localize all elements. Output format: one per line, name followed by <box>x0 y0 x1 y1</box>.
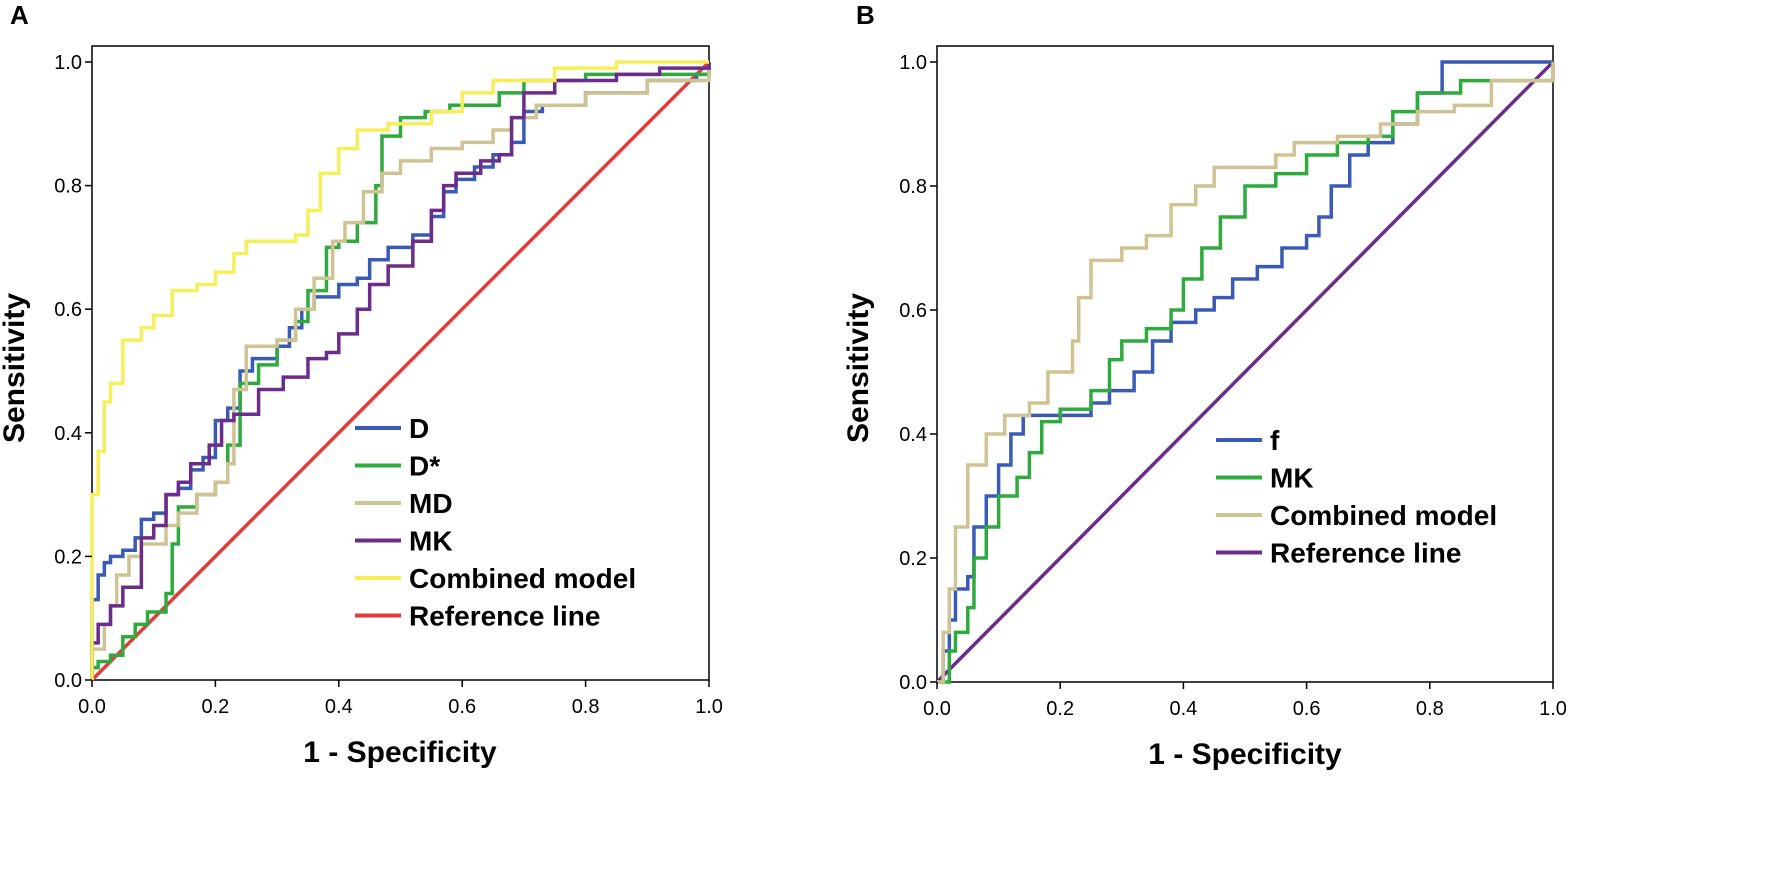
panel-a-y-tick-label: 1.0 <box>54 52 82 74</box>
panel-b-label: B <box>856 0 875 30</box>
panel-a-plot-frame <box>91 45 710 681</box>
panel-b: B 0.0 0.2 0.4 0.6 0.8 1.0 0.0 0.2 0.4 0.6 0.8 1.0 1… <box>842 0 1567 771</box>
panel-b-series <box>935 60 1555 684</box>
panel-a-y-tick-label: 0.4 <box>54 423 82 445</box>
panel-a-y-tick-label: 0.8 <box>54 176 82 198</box>
panel-a-y-tick-label: 0.2 <box>54 546 82 568</box>
panel-a-y-tick-label: 0.0 <box>54 670 82 692</box>
panel-a-label: A <box>10 0 29 30</box>
panel-a-y-tick-label: 0.6 <box>54 299 82 321</box>
panel-b-y-tick-label: 0.0 <box>899 672 927 694</box>
panel-b-x-tick-label: 0.0 <box>923 698 951 720</box>
panel-a-legend-label-reference-line: Reference line <box>409 601 600 632</box>
panel-b-legend-label-combined-model: Combined model <box>1270 500 1497 531</box>
panel-a-x-tick-label: 0.0 <box>78 696 106 718</box>
panel-a-x-axis-title: 1 - Specificity <box>303 736 497 769</box>
panel-b-ticks: 0.0 0.2 0.4 0.6 0.8 1.0 0.0 0.2 0.4 0.6 0.8 1.0 <box>899 52 1567 720</box>
panel-b-x-tick-label: 0.2 <box>1046 698 1074 720</box>
panel-b-y-axis-title: Sensitivity <box>842 293 875 443</box>
panel-a-x-tick-label: 1.0 <box>695 696 723 718</box>
panel-a-x-tick-label: 0.6 <box>448 696 476 718</box>
panel-a-series-reference-line <box>90 60 711 682</box>
panel-a-ticks: 0.0 0.2 0.4 0.6 0.8 1.0 0.0 0.2 0.4 0.6 0.8 1.0 <box>54 52 723 718</box>
panel-a-series-combined-model <box>90 60 709 680</box>
panel-a-x-tick-label: 0.2 <box>201 696 229 718</box>
panel-b-plot-frame <box>936 45 1554 683</box>
panel-b-x-tick-label: 1.0 <box>1539 698 1567 720</box>
panel-b-series-reference-line <box>935 60 1555 684</box>
panel-a-series-mk <box>90 62 711 680</box>
panel-a-legend-label-d: D* <box>409 451 440 482</box>
panel-a-legend-label-md: MD <box>409 488 453 519</box>
panel-a-legend-label-combined-model: Combined model <box>409 563 636 594</box>
panel-b-x-tick-label: 0.6 <box>1293 698 1321 720</box>
panel-b-x-tick-label: 0.8 <box>1416 698 1444 720</box>
panel-a-x-tick-label: 0.8 <box>572 696 600 718</box>
panel-b-series-mk <box>937 62 1555 684</box>
panel-b-y-tick-label: 1.0 <box>899 52 927 74</box>
panel-b-legend: f MK Combined model Reference line <box>1216 425 1497 569</box>
panel-b-legend-label-reference-line: Reference line <box>1270 538 1461 569</box>
panel-b-legend-label-mk: MK <box>1270 463 1314 494</box>
panel-a-legend-label-mk: MK <box>409 526 453 557</box>
panel-b-y-tick-label: 0.6 <box>899 300 927 322</box>
panel-b-y-tick-label: 0.4 <box>899 424 927 446</box>
panel-a-y-axis-title: Sensitivity <box>0 293 31 443</box>
panel-b-series-combined-model <box>937 62 1555 684</box>
panel-a-legend: D D* MD MK Combined model Reference line <box>355 413 636 632</box>
panel-a-legend-label-d: D <box>409 413 429 444</box>
panel-a-x-tick-label: 0.4 <box>325 696 353 718</box>
panel-a: A 0.0 0.2 0.4 0.6 0.8 1.0 0.0 0.2 0.4 0.6 0.8 1.0 1… <box>0 0 723 769</box>
panel-b-x-tick-label: 0.4 <box>1169 698 1197 720</box>
panel-b-legend-label-f: f <box>1270 425 1280 456</box>
panel-b-y-tick-label: 0.8 <box>899 176 927 198</box>
panel-b-x-axis-title: 1 - Specificity <box>1148 738 1342 771</box>
panel-a-series-md <box>90 62 711 680</box>
panel-a-series <box>90 60 711 682</box>
panel-b-y-tick-label: 0.2 <box>899 548 927 570</box>
